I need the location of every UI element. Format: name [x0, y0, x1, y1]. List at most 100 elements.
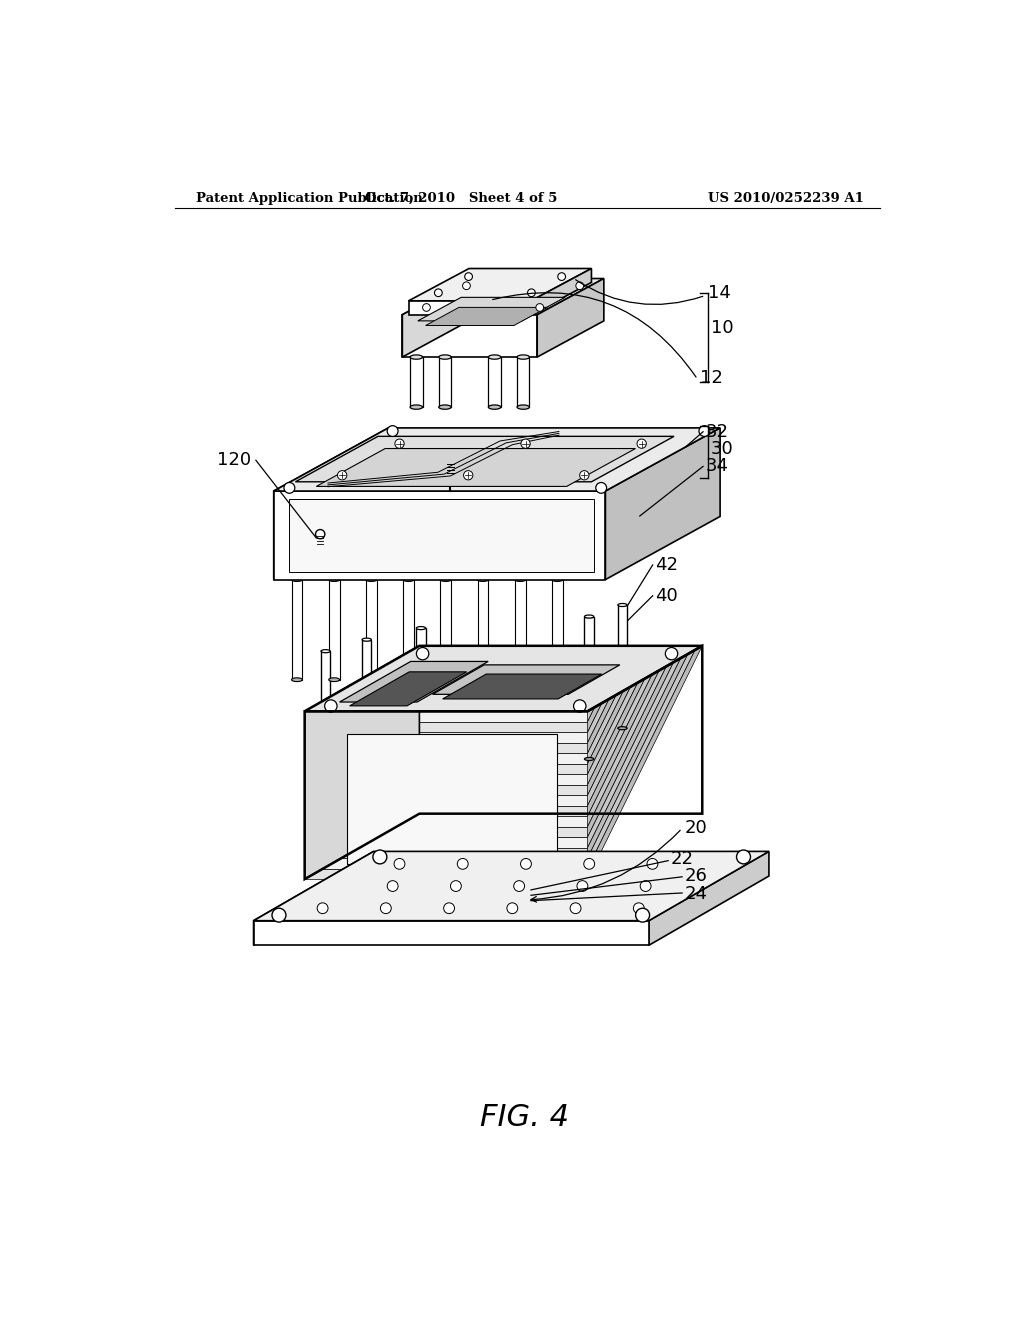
Polygon shape	[588, 700, 609, 743]
Polygon shape	[426, 308, 547, 326]
Ellipse shape	[321, 649, 331, 652]
Circle shape	[507, 903, 518, 913]
Polygon shape	[588, 653, 688, 858]
Circle shape	[666, 648, 678, 660]
Text: 30: 30	[711, 441, 733, 458]
Polygon shape	[438, 358, 452, 407]
Circle shape	[570, 903, 581, 913]
Ellipse shape	[440, 578, 452, 582]
Circle shape	[387, 880, 398, 891]
Polygon shape	[347, 734, 557, 863]
Ellipse shape	[292, 578, 302, 582]
Polygon shape	[305, 711, 588, 722]
Text: US 2010/0252239 A1: US 2010/0252239 A1	[709, 191, 864, 205]
Circle shape	[634, 903, 644, 913]
Circle shape	[458, 858, 468, 870]
Polygon shape	[305, 858, 588, 869]
Text: 24: 24	[684, 884, 708, 903]
Circle shape	[451, 880, 462, 891]
Polygon shape	[588, 694, 616, 754]
Polygon shape	[305, 722, 588, 733]
Polygon shape	[349, 672, 467, 706]
Ellipse shape	[517, 355, 529, 359]
Circle shape	[373, 850, 387, 863]
Circle shape	[520, 858, 531, 870]
Text: 12: 12	[700, 368, 723, 387]
Polygon shape	[588, 708, 595, 722]
Polygon shape	[477, 579, 488, 680]
Circle shape	[387, 425, 398, 437]
Polygon shape	[305, 775, 588, 784]
Ellipse shape	[617, 603, 627, 606]
Circle shape	[465, 273, 472, 280]
Circle shape	[394, 858, 404, 870]
Polygon shape	[515, 579, 525, 680]
Circle shape	[395, 440, 404, 449]
Polygon shape	[289, 499, 594, 572]
Polygon shape	[417, 628, 426, 789]
Polygon shape	[295, 437, 674, 482]
Polygon shape	[362, 640, 372, 793]
Polygon shape	[254, 851, 374, 945]
Circle shape	[647, 858, 657, 870]
Ellipse shape	[403, 677, 414, 681]
Polygon shape	[305, 826, 588, 837]
Polygon shape	[305, 743, 588, 754]
Ellipse shape	[515, 578, 525, 582]
Polygon shape	[329, 579, 340, 680]
Ellipse shape	[362, 638, 372, 642]
Circle shape	[434, 289, 442, 297]
Ellipse shape	[329, 677, 340, 681]
Circle shape	[699, 425, 710, 437]
Polygon shape	[273, 491, 605, 579]
Polygon shape	[588, 671, 659, 816]
Ellipse shape	[410, 355, 423, 359]
Ellipse shape	[403, 578, 414, 582]
Polygon shape	[531, 268, 592, 314]
Text: 32: 32	[706, 422, 728, 441]
Polygon shape	[617, 605, 627, 729]
Ellipse shape	[488, 355, 501, 359]
Circle shape	[317, 903, 328, 913]
Polygon shape	[588, 682, 638, 784]
Polygon shape	[366, 579, 377, 680]
Ellipse shape	[292, 677, 302, 681]
Circle shape	[577, 880, 588, 891]
Circle shape	[464, 471, 473, 480]
Polygon shape	[402, 314, 538, 358]
Ellipse shape	[617, 727, 627, 730]
Ellipse shape	[438, 355, 452, 359]
Circle shape	[272, 908, 286, 923]
Circle shape	[445, 457, 456, 469]
Circle shape	[636, 908, 649, 923]
Polygon shape	[273, 428, 720, 491]
Polygon shape	[305, 645, 702, 711]
Circle shape	[536, 304, 544, 312]
Ellipse shape	[517, 405, 529, 409]
Circle shape	[637, 440, 646, 449]
Polygon shape	[588, 686, 631, 775]
Polygon shape	[305, 869, 588, 879]
Polygon shape	[409, 268, 592, 301]
Text: 120: 120	[217, 451, 251, 469]
Polygon shape	[432, 665, 620, 694]
Polygon shape	[305, 837, 588, 847]
Text: 20: 20	[684, 820, 708, 837]
Text: 42: 42	[655, 556, 678, 574]
Polygon shape	[402, 279, 604, 314]
Polygon shape	[488, 358, 501, 407]
Ellipse shape	[440, 677, 452, 681]
Polygon shape	[403, 579, 414, 680]
Polygon shape	[538, 279, 604, 358]
Circle shape	[423, 304, 430, 312]
Ellipse shape	[552, 677, 563, 681]
Polygon shape	[273, 428, 388, 579]
Circle shape	[736, 850, 751, 863]
Polygon shape	[588, 663, 674, 837]
Polygon shape	[321, 651, 331, 789]
Text: 10: 10	[711, 319, 733, 337]
Circle shape	[558, 273, 565, 280]
Circle shape	[573, 700, 586, 713]
Polygon shape	[305, 754, 588, 764]
Polygon shape	[254, 921, 649, 945]
